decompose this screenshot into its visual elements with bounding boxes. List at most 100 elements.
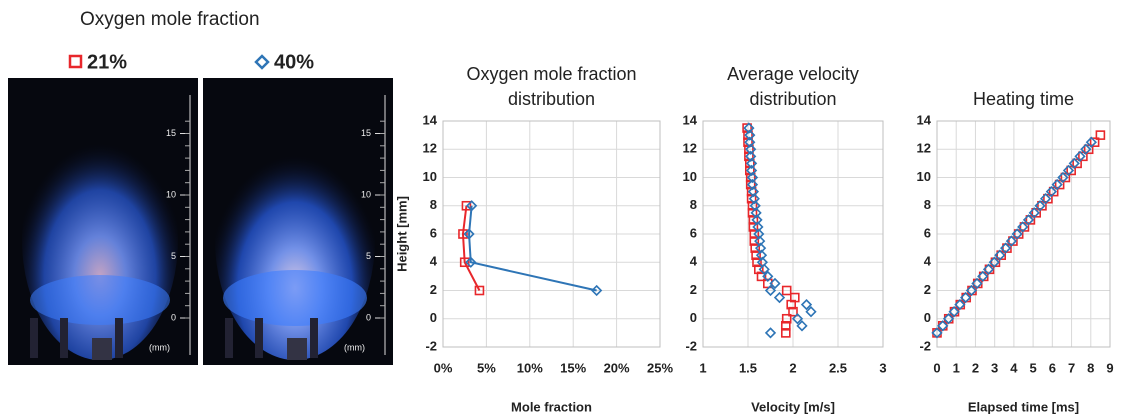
point [1019,222,1030,232]
point [1078,151,1088,162]
ruler-label: 0 [171,312,176,322]
point [786,299,797,310]
point [1066,165,1076,176]
plot-frame [442,120,661,348]
x-tick-label: 3 [991,360,998,375]
point [459,257,470,268]
point [965,284,978,297]
point [466,200,478,212]
photo [203,78,393,365]
y-tick-label: -2 [425,338,437,353]
x-tick-label: 4 [1010,360,1018,375]
y-tick-label: -2 [919,338,931,353]
x-tick-label: 1 [953,360,960,375]
point [745,157,758,170]
point [747,208,758,218]
point [764,327,777,339]
point [1085,136,1097,148]
x-tick-label: 8 [1087,360,1094,375]
point [769,277,781,290]
x-tick-label: 6 [1049,360,1056,375]
point [762,270,774,283]
chart-title: distribution [508,89,595,109]
point [781,285,792,296]
legend-marker [254,54,270,70]
point [1095,130,1106,140]
point [773,291,786,304]
x-tick-label: 0 [933,360,940,375]
point [780,321,791,331]
photo [8,78,198,365]
point [1028,207,1040,219]
x-tick-label: 1 [699,360,706,375]
x-tick-label: 9 [1106,360,1113,375]
point [1072,158,1082,169]
x-tick-label: 1.5 [739,360,757,375]
point [1025,215,1036,225]
point [796,320,808,332]
point [1043,193,1053,204]
ruler-label: 10 [166,189,176,199]
ruler-unit: (mm) [149,342,170,352]
point [942,313,955,325]
point [745,143,757,155]
y-tick-label: 12 [423,141,437,156]
point [750,243,761,253]
plot-frame [936,120,1111,348]
ruler-label: 10 [361,189,371,199]
point [461,200,472,211]
x-tick-label: 2 [972,360,979,375]
point [744,129,756,141]
point [1083,144,1094,155]
point [781,313,792,324]
x-axis-label: Mole fraction [511,399,592,414]
point [463,228,475,240]
point [1022,214,1035,226]
point [1068,157,1080,170]
chart-title: Oxygen mole fraction [466,64,636,84]
series-line [461,205,481,291]
chart-title: Average velocity [727,64,859,84]
point [788,306,798,317]
point [805,306,817,318]
point [746,171,759,184]
legend-label: 21% [87,51,127,73]
point [954,298,966,311]
point [591,284,603,297]
point [756,271,767,282]
chart-title: distribution [749,89,836,109]
point [748,222,759,232]
x-axis-label: Velocity [m/s] [751,399,835,414]
point [752,257,762,268]
point [1057,171,1069,184]
point [791,313,804,325]
point [1005,235,1018,247]
plot-frame [702,120,884,348]
ruler-label: 15 [166,128,176,138]
y-tick-label: 14 [683,112,698,127]
y-tick-label: 6 [690,225,697,240]
point [1048,186,1059,197]
y-tick-label: 2 [430,282,437,297]
y-tick-label: -2 [685,338,697,353]
point [977,270,989,283]
point [1051,178,1063,191]
y-tick-label: 0 [430,310,437,325]
y-tick-label: 10 [917,169,931,184]
y-tick-label: 4 [430,254,438,269]
point [749,236,760,246]
x-tick-label: 2 [789,360,796,375]
x-tick-label: 20% [604,360,630,375]
point [1062,164,1075,177]
ruler-unit: (mm) [344,342,365,352]
point [753,264,764,275]
y-tick-label: 4 [690,254,698,269]
y-tick-label: 12 [917,141,931,156]
point [1034,200,1046,212]
point [1011,228,1023,240]
point [1074,150,1086,162]
y-tick-label: 0 [924,310,931,325]
point [971,277,983,290]
x-tick-label: 7 [1068,360,1075,375]
point [1031,208,1041,218]
